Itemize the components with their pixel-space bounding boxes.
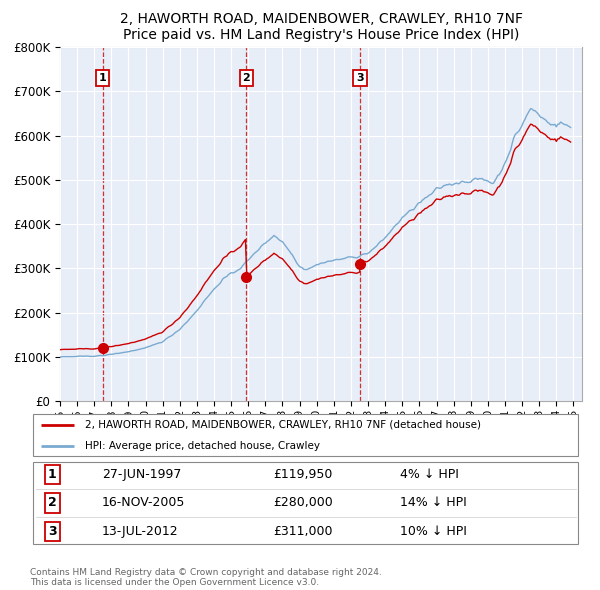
Text: £119,950: £119,950 <box>273 468 332 481</box>
Text: 1: 1 <box>99 73 106 83</box>
Text: 4% ↓ HPI: 4% ↓ HPI <box>400 468 459 481</box>
Text: 16-NOV-2005: 16-NOV-2005 <box>102 496 185 510</box>
Text: HPI: Average price, detached house, Crawley: HPI: Average price, detached house, Craw… <box>85 441 320 451</box>
Text: 27-JUN-1997: 27-JUN-1997 <box>102 468 181 481</box>
Text: £280,000: £280,000 <box>273 496 332 510</box>
Title: 2, HAWORTH ROAD, MAIDENBOWER, CRAWLEY, RH10 7NF
Price paid vs. HM Land Registry': 2, HAWORTH ROAD, MAIDENBOWER, CRAWLEY, R… <box>119 12 523 42</box>
Text: 13-JUL-2012: 13-JUL-2012 <box>102 525 178 538</box>
Text: 3: 3 <box>48 525 56 538</box>
FancyBboxPatch shape <box>33 462 578 544</box>
Text: 14% ↓ HPI: 14% ↓ HPI <box>400 496 467 510</box>
Text: 2: 2 <box>242 73 250 83</box>
Text: 10% ↓ HPI: 10% ↓ HPI <box>400 525 467 538</box>
FancyBboxPatch shape <box>33 414 578 457</box>
Text: 3: 3 <box>356 73 364 83</box>
Text: 2: 2 <box>48 496 56 510</box>
Text: Contains HM Land Registry data © Crown copyright and database right 2024.
This d: Contains HM Land Registry data © Crown c… <box>30 568 382 587</box>
Text: 1: 1 <box>48 468 56 481</box>
Text: £311,000: £311,000 <box>273 525 332 538</box>
Text: 2, HAWORTH ROAD, MAIDENBOWER, CRAWLEY, RH10 7NF (detached house): 2, HAWORTH ROAD, MAIDENBOWER, CRAWLEY, R… <box>85 420 481 430</box>
